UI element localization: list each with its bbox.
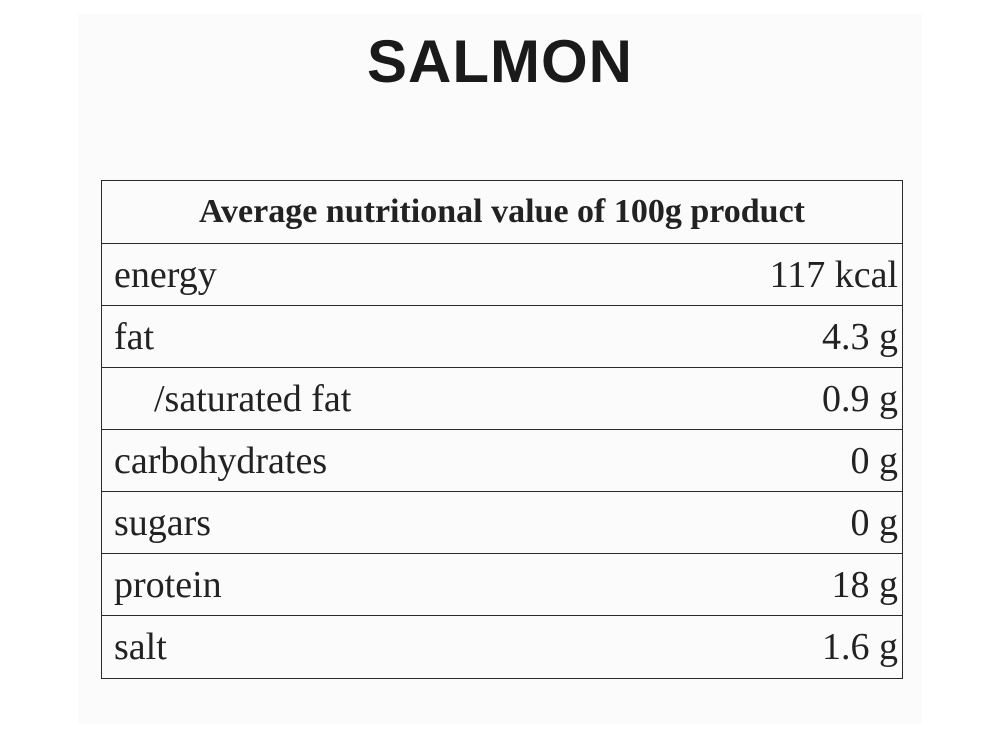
nutrient-row-saturated-fat: /saturated fat 0.9 g: [102, 368, 902, 430]
nutrient-row-carbohydrates: carbohydrates 0 g: [102, 430, 902, 492]
nutrient-row-salt: salt 1.6 g: [102, 616, 902, 678]
nutrient-value: 1.6 g: [822, 626, 898, 668]
table-header: Average nutritional value of 100g produc…: [102, 181, 902, 244]
nutrient-name: salt: [114, 626, 167, 668]
nutrient-value: 0 g: [850, 439, 899, 482]
nutrient-row-sugars: sugars 0 g: [102, 492, 902, 554]
nutrient-row-fat: fat 4.3 g: [102, 306, 902, 368]
nutrient-value: 0.9 g: [822, 377, 898, 420]
nutrient-name: protein: [114, 563, 222, 606]
nutrient-name: /saturated fat: [154, 377, 352, 420]
nutrient-row-energy: energy 117 kcal: [102, 244, 902, 306]
nutrient-name: sugars: [114, 501, 212, 544]
nutrition-table: Average nutritional value of 100g produc…: [101, 180, 903, 679]
label-panel: [78, 14, 922, 724]
nutrient-value: 0 g: [850, 501, 899, 544]
nutrient-name: energy: [114, 253, 217, 296]
nutrient-value: 4.3 g: [822, 315, 898, 358]
nutrient-row-protein: protein 18 g: [102, 554, 902, 616]
nutrient-name: fat: [114, 315, 155, 358]
product-title: SALMON: [367, 28, 633, 95]
nutrient-value: 117 kcal: [769, 253, 898, 296]
nutrient-value: 18 g: [831, 563, 899, 606]
nutrient-name: carbohydrates: [114, 439, 328, 482]
